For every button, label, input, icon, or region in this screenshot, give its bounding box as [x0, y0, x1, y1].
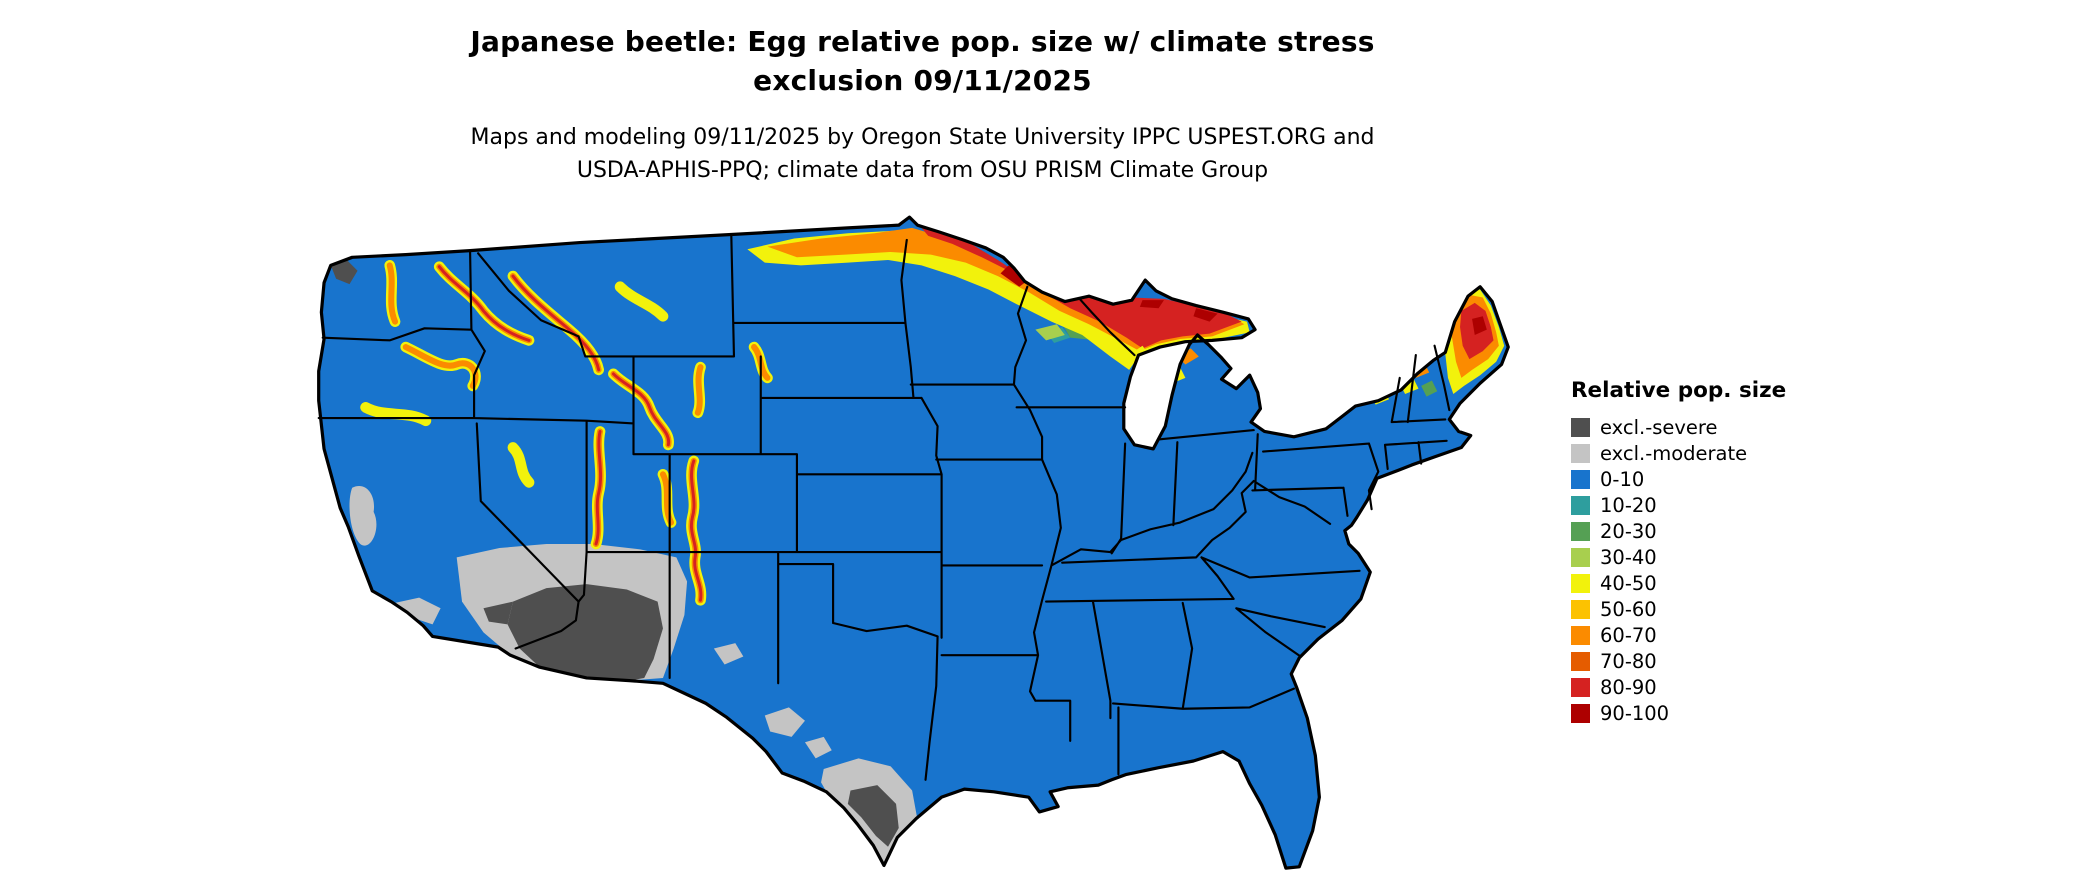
legend-swatch	[1571, 521, 1590, 541]
legend-label: 0-10	[1600, 467, 1645, 491]
us-landmass	[318, 217, 1509, 869]
legend-label: excl.-severe	[1600, 415, 1718, 439]
map-subtitle-line2: USDA-APHIS-PPQ; climate data from OSU PR…	[576, 158, 1269, 183]
legend-item: excl.-moderate	[1571, 440, 1786, 466]
legend-item: 0-10	[1571, 466, 1786, 492]
legend-label: 60-70	[1600, 623, 1657, 647]
legend-item: 20-30	[1571, 518, 1786, 544]
legend-item: 60-70	[1571, 622, 1786, 648]
legend-item: 10-20	[1571, 492, 1786, 518]
legend-swatch	[1571, 469, 1590, 489]
legend-label: 80-90	[1600, 675, 1657, 699]
legend-item: excl.-severe	[1571, 414, 1786, 440]
legend-item: 30-40	[1571, 544, 1786, 570]
legend-title: Relative pop. size	[1571, 378, 1787, 403]
map-title-line1: Japanese beetle: Egg relative pop. size …	[470, 25, 1375, 58]
legend-swatch	[1571, 417, 1590, 437]
legend-swatch	[1571, 443, 1590, 463]
legend-item: 50-60	[1571, 596, 1786, 622]
legend-label: 20-30	[1600, 519, 1657, 543]
legend-label: 10-20	[1600, 493, 1657, 517]
legend-swatch	[1571, 599, 1590, 619]
state-boundaries	[317, 233, 1451, 781]
legend-swatch	[1571, 547, 1590, 567]
legend-label: 90-100	[1600, 701, 1670, 725]
legend-item: 80-90	[1571, 674, 1786, 700]
map-title: Japanese beetle: Egg relative pop. size …	[0, 22, 1845, 100]
northern-hot-band	[747, 227, 1250, 384]
legend-label: 70-80	[1600, 649, 1657, 673]
map-subtitle-line1: Maps and modeling 09/11/2025 by Oregon S…	[470, 125, 1375, 150]
us-map	[312, 206, 1527, 890]
legend-item: 90-100	[1571, 700, 1786, 726]
legend-swatch	[1571, 677, 1590, 697]
excl-severe-patches	[330, 259, 899, 847]
us-map-svg	[317, 215, 1510, 870]
map-title-line2: exclusion 09/11/2025	[753, 64, 1092, 97]
map-raster-patches	[330, 227, 1505, 866]
legend-swatch	[1571, 573, 1590, 593]
legend-label: 50-60	[1600, 597, 1657, 621]
legend-label: 40-50	[1600, 571, 1657, 595]
legend: Relative pop. size excl.-severe excl.-mo…	[1571, 378, 1786, 726]
legend-swatch	[1571, 703, 1590, 723]
legend-items: excl.-severe excl.-moderate 0-10 10-20 2…	[1571, 414, 1786, 726]
legend-label: excl.-moderate	[1600, 441, 1748, 465]
legend-label: 30-40	[1600, 545, 1657, 569]
legend-item: 40-50	[1571, 570, 1786, 596]
legend-swatch	[1571, 651, 1590, 671]
legend-swatch	[1571, 495, 1590, 515]
legend-item: 70-80	[1571, 648, 1786, 674]
legend-swatch	[1571, 625, 1590, 645]
map-subtitle: Maps and modeling 09/11/2025 by Oregon S…	[0, 121, 1845, 187]
